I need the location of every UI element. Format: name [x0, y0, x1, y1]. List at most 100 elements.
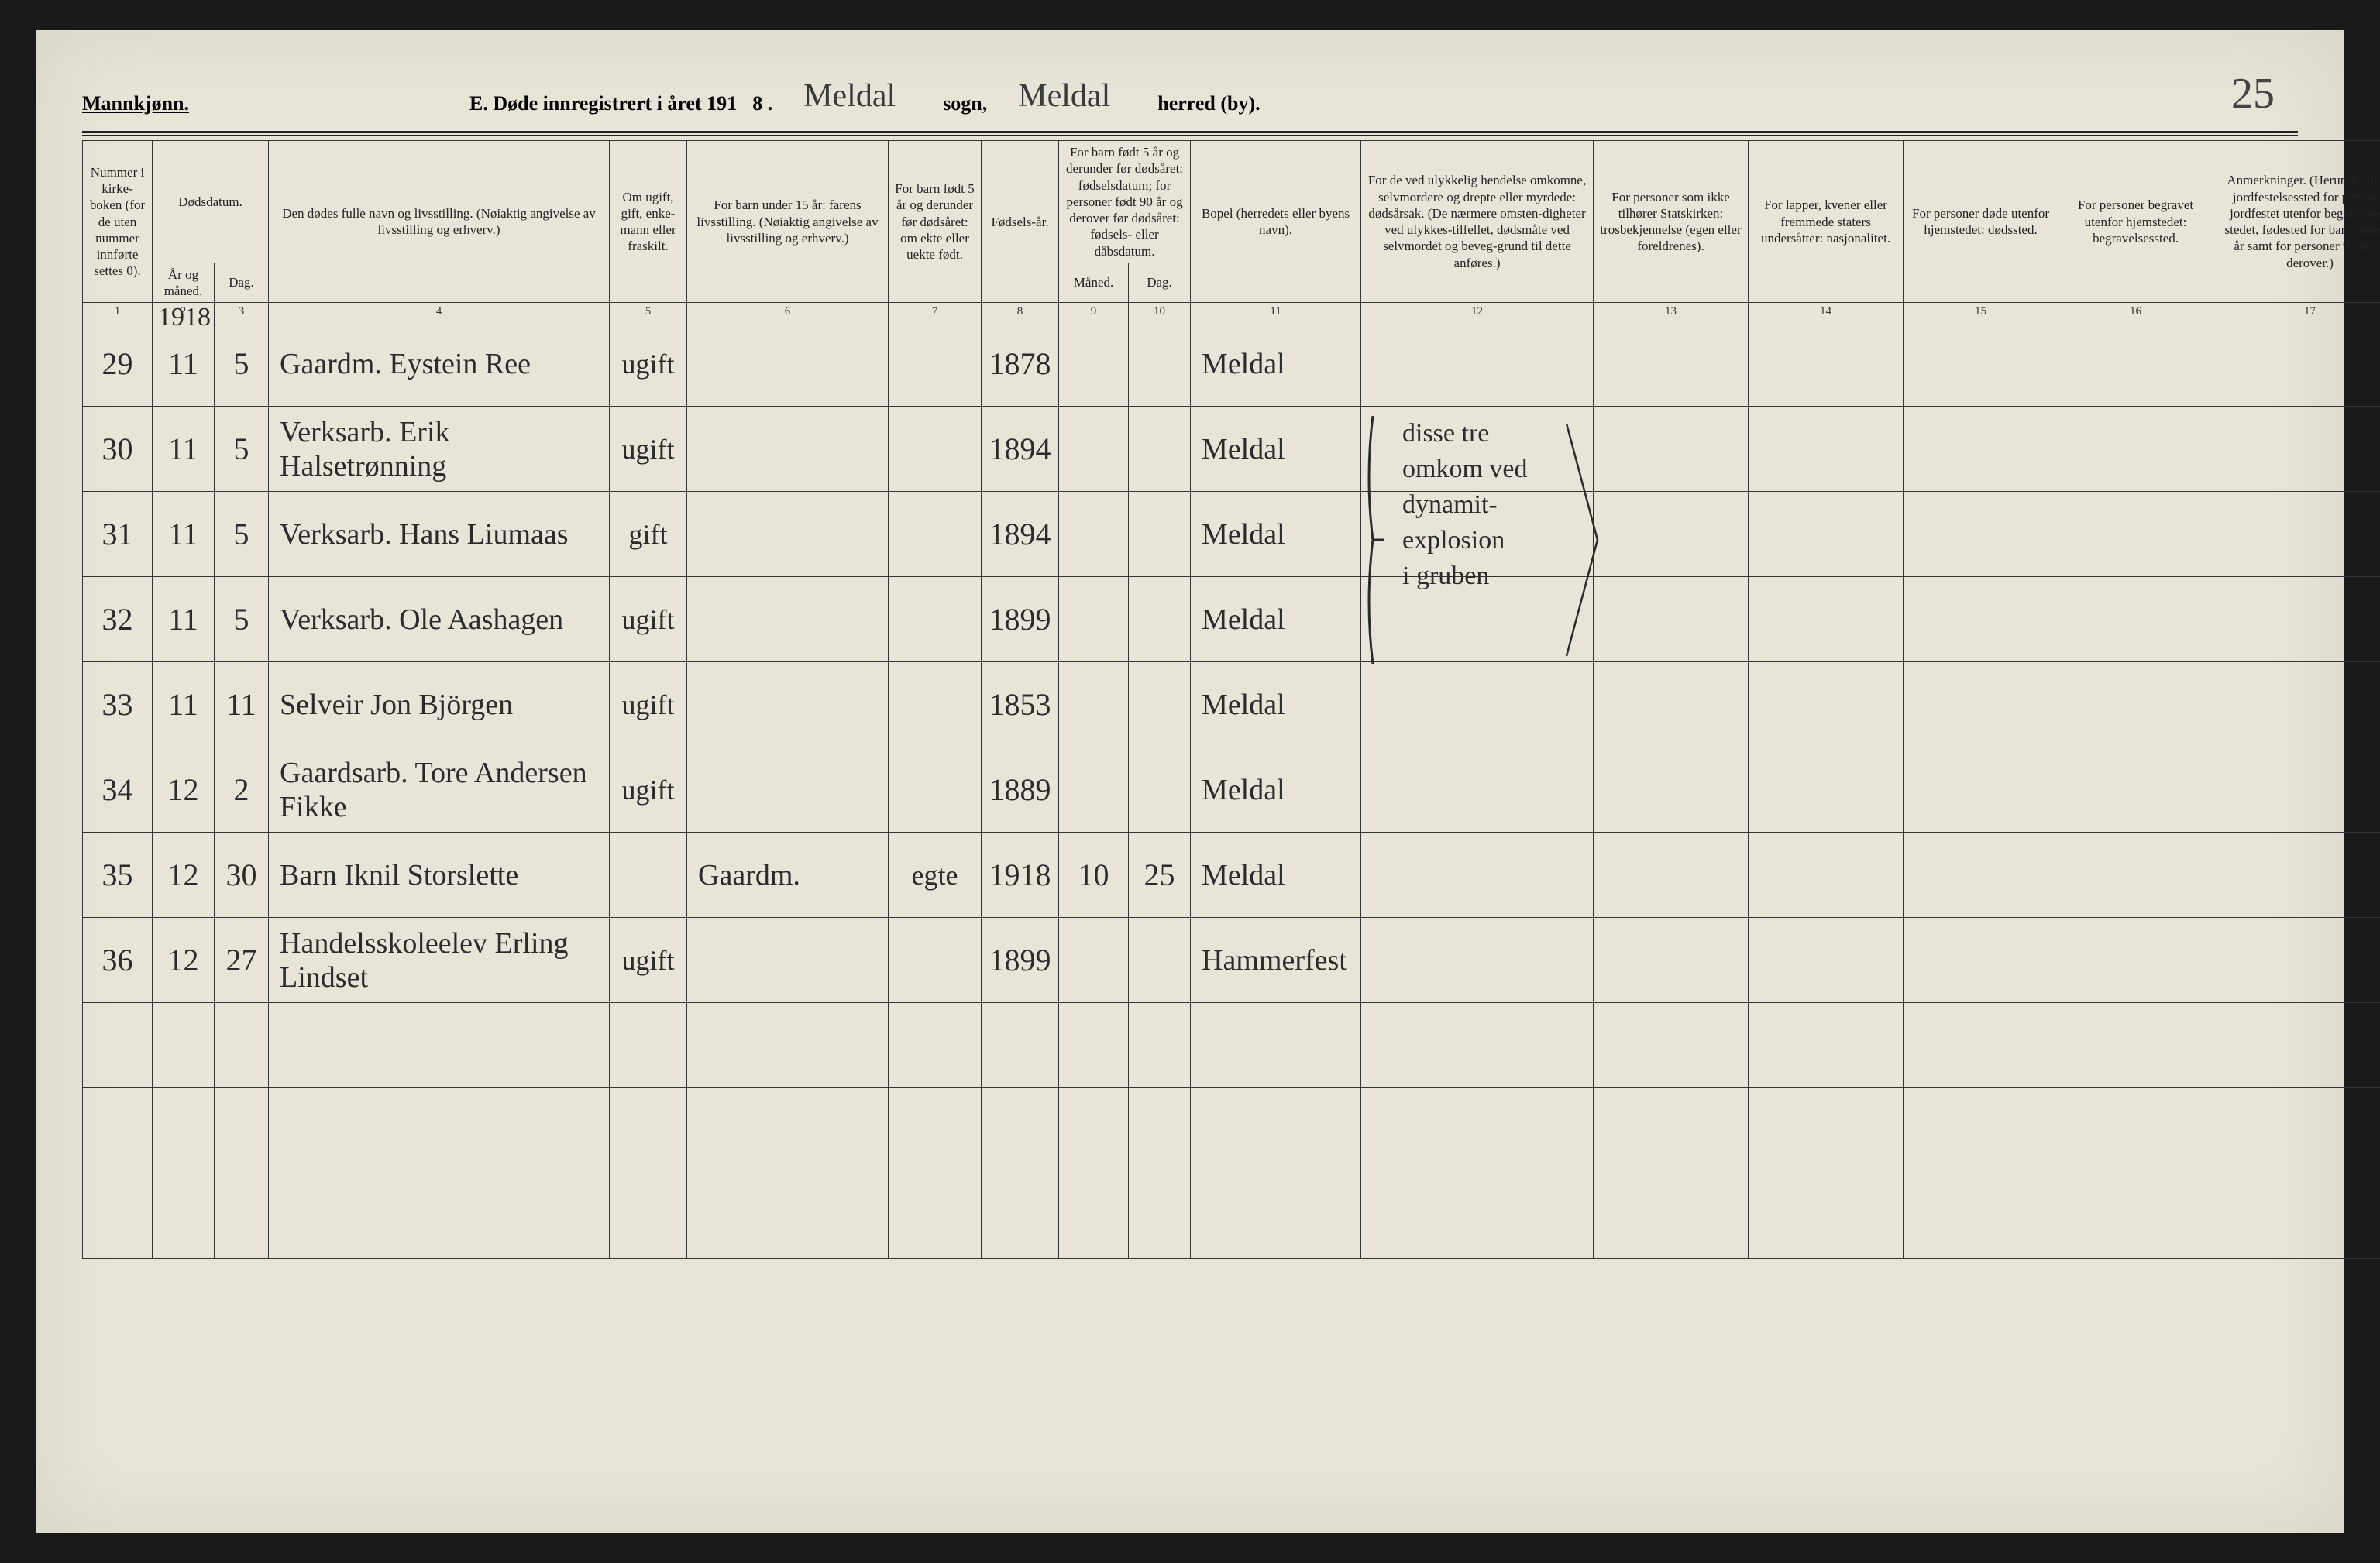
page-number: 25 — [2231, 69, 2275, 119]
cell-c6 — [687, 321, 889, 407]
ledger-page: 25 Mannkjønn. E. Døde innregistrert i år… — [36, 30, 2344, 1533]
cell-n: 29 — [83, 321, 153, 407]
cell-place: Meldal — [1191, 407, 1361, 492]
cell-c16 — [2058, 662, 2213, 747]
cell-n: 30 — [83, 407, 153, 492]
cell-ym: 11 — [153, 492, 215, 577]
cell-c14 — [1749, 747, 1904, 833]
cell-empty — [269, 1173, 610, 1259]
cell-c6 — [687, 747, 889, 833]
cell-c14 — [1749, 407, 1904, 492]
cell-empty — [1059, 1003, 1129, 1088]
cell-c12 — [1361, 747, 1594, 833]
col-header: Den dødes fulle navn og livsstilling. (N… — [269, 141, 610, 303]
cell-n: 33 — [83, 662, 153, 747]
col-header: Bopel (herredets eller byens navn). — [1191, 141, 1361, 303]
cell-c13 — [1594, 577, 1749, 662]
cell-c16 — [2058, 492, 2213, 577]
cell-place: Meldal — [1191, 833, 1361, 918]
col-header: For personer døde utenfor hjemstedet: dø… — [1904, 141, 2058, 303]
cell-c16 — [2058, 747, 2213, 833]
cell-empty — [215, 1088, 269, 1173]
col-header: For barn født 5 år og derunder før dødså… — [889, 141, 982, 303]
cell-c7 — [889, 577, 982, 662]
cell-c14 — [1749, 918, 1904, 1003]
cell-c13 — [1594, 321, 1749, 407]
cell-empty — [687, 1003, 889, 1088]
cell-c9m — [1059, 577, 1129, 662]
table-row: 31115Verksarb. Hans Liumaasgift1894Melda… — [83, 492, 2380, 577]
cell-empty — [2058, 1173, 2213, 1259]
cell-c13 — [1594, 918, 1749, 1003]
col-header: For barn under 15 år: farens livsstillin… — [687, 141, 889, 303]
cell-c6 — [687, 407, 889, 492]
title-year-suffix: 8 . — [752, 92, 772, 115]
cell-c9d — [1129, 747, 1191, 833]
column-number: 11 — [1191, 303, 1361, 321]
cell-empty — [2213, 1088, 2380, 1173]
cell-ym: 12 — [153, 747, 215, 833]
column-number: 9 — [1059, 303, 1129, 321]
cell-c9m — [1059, 407, 1129, 492]
col-subheader: År og måned. — [153, 263, 215, 303]
cell-empty — [1361, 1003, 1594, 1088]
col-header: Dødsdatum. — [153, 141, 269, 263]
cell-c9m — [1059, 747, 1129, 833]
column-number: 15 — [1904, 303, 2058, 321]
cell-empty — [1594, 1088, 1749, 1173]
cell-c12 — [1361, 492, 1594, 577]
header-row: Mannkjønn. E. Døde innregistrert i året … — [82, 69, 2298, 115]
cell-status: ugift — [610, 747, 687, 833]
table-row: 32115Verksarb. Ole Aashagenugift1899Meld… — [83, 577, 2380, 662]
cell-name: Gaardsarb. Tore Andersen Fikke — [269, 747, 610, 833]
cell-place: Meldal — [1191, 321, 1361, 407]
cell-ym: 12 — [153, 833, 215, 918]
cell-empty — [1749, 1173, 1904, 1259]
table-row-empty — [83, 1003, 2380, 1088]
cell-d: 30 — [215, 833, 269, 918]
cell-status: gift — [610, 492, 687, 577]
cell-c17 — [2213, 833, 2380, 918]
cell-name: Gaardm. Eystein Ree — [269, 321, 610, 407]
cell-status: ugift — [610, 577, 687, 662]
col-header: For personer begravet utenfor hjemstedet… — [2058, 141, 2213, 303]
col-header: For personer som ikke tilhører Statskirk… — [1594, 141, 1749, 303]
cell-c14 — [1749, 321, 1904, 407]
cell-c14 — [1749, 833, 1904, 918]
cell-empty — [215, 1003, 269, 1088]
cell-d: 5 — [215, 321, 269, 407]
column-number: 16 — [2058, 303, 2213, 321]
cell-ym: 12 — [153, 918, 215, 1003]
column-number: 6 — [687, 303, 889, 321]
cell-empty — [1904, 1173, 2058, 1259]
cell-empty — [687, 1173, 889, 1259]
column-number: 10 — [1129, 303, 1191, 321]
cell-c9m — [1059, 918, 1129, 1003]
cell-empty — [1129, 1088, 1191, 1173]
cell-empty — [83, 1173, 153, 1259]
cell-c12 — [1361, 407, 1594, 492]
cell-c14 — [1749, 577, 1904, 662]
cell-d: 11 — [215, 662, 269, 747]
cell-empty — [2058, 1088, 2213, 1173]
cell-empty — [610, 1088, 687, 1173]
column-number: 5 — [610, 303, 687, 321]
cell-empty — [1129, 1003, 1191, 1088]
table-row-empty — [83, 1088, 2380, 1173]
cell-c15 — [1904, 833, 2058, 918]
gender-heading: Mannkjønn. — [82, 92, 469, 115]
col-header: Fødsels-år. — [982, 141, 1059, 303]
cell-birth: 1878 — [982, 321, 1059, 407]
column-number: 14 — [1749, 303, 1904, 321]
cell-name: Barn Iknil Storslette — [269, 833, 610, 918]
cell-c15 — [1904, 407, 2058, 492]
herred-value: Meldal — [1003, 77, 1142, 115]
cell-c9d: 25 — [1129, 833, 1191, 918]
cell-c9m — [1059, 662, 1129, 747]
cell-status — [610, 833, 687, 918]
cell-empty — [269, 1003, 610, 1088]
cell-empty — [153, 1088, 215, 1173]
cell-birth: 1894 — [982, 407, 1059, 492]
cell-empty — [687, 1088, 889, 1173]
cell-c12 — [1361, 321, 1594, 407]
